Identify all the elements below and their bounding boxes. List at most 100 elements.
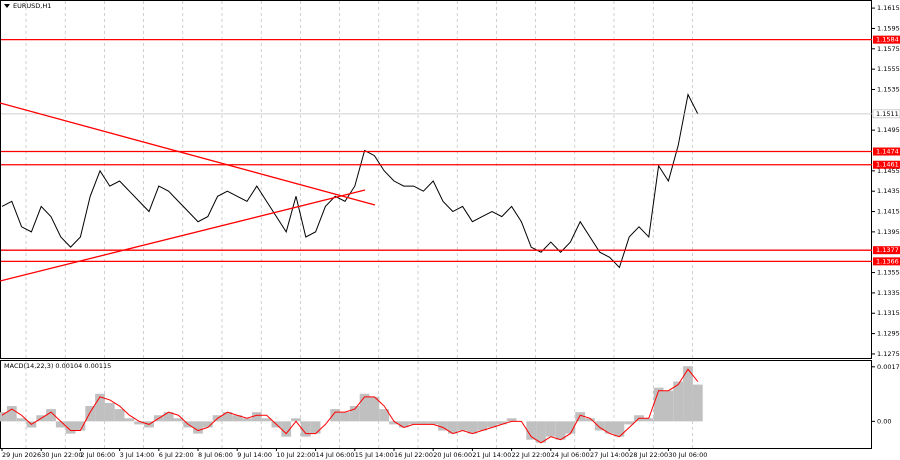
chart-title: EURUSD,H1 xyxy=(13,2,51,10)
macd-bar xyxy=(85,406,96,422)
level-label-bg xyxy=(873,35,900,44)
macd-bar xyxy=(300,421,311,437)
macd-bar xyxy=(477,421,488,431)
y-tick-label: 1.1275 xyxy=(877,350,900,358)
level-label-bg xyxy=(873,147,900,156)
macd-bar xyxy=(163,412,174,422)
y-tick-label: 1.1435 xyxy=(877,187,900,195)
macd-bar xyxy=(232,415,243,422)
macd-bar xyxy=(624,421,635,425)
level-label: 1.1366 xyxy=(876,257,899,265)
macd-bar xyxy=(281,421,292,437)
y-tick-label: 1.1615 xyxy=(877,4,900,12)
y-tick-label: 1.1295 xyxy=(877,330,900,338)
macd-bar xyxy=(398,421,409,428)
macd-bar xyxy=(673,381,684,422)
macd-bar xyxy=(604,421,615,434)
y-tick-label: 1.1575 xyxy=(877,45,900,53)
macd-bar xyxy=(379,409,390,422)
x-tick-label: 30 Jul 06:00 xyxy=(668,451,707,459)
macd-bar xyxy=(408,421,419,425)
macd-bar xyxy=(594,421,605,431)
macd-bar xyxy=(692,384,703,422)
y-tick-label: 1.1555 xyxy=(877,65,900,73)
y-tick-label: 1.1495 xyxy=(877,126,900,134)
macd-bar xyxy=(575,412,586,422)
macd-bar xyxy=(418,421,429,425)
level-label: 1.1584 xyxy=(876,36,899,44)
macd-bar xyxy=(438,421,448,431)
level-label-bg xyxy=(873,246,900,255)
x-tick-label: 16 Jul 22:00 xyxy=(394,451,433,459)
macd-bar xyxy=(457,421,468,431)
macd-bar xyxy=(389,421,399,425)
macd-bar xyxy=(496,421,507,425)
y-tick-label: 1.1315 xyxy=(877,309,900,317)
x-tick-label: 15 Jul 14:00 xyxy=(355,451,394,459)
level-label: 1.1377 xyxy=(876,246,899,254)
current-price-bg xyxy=(872,109,900,119)
x-tick-label: 27 Jul 14:00 xyxy=(590,451,629,459)
macd-bar xyxy=(653,387,664,422)
macd-bar xyxy=(683,366,693,422)
macd-title: MACD(14,22,3) 0.00104 0.00115 xyxy=(4,362,111,370)
y-tick-label: 1.1395 xyxy=(877,228,900,236)
macd-bar xyxy=(526,421,537,440)
macd-bar xyxy=(369,396,380,422)
macd-bar xyxy=(104,402,115,422)
macd-bar xyxy=(330,409,341,422)
level-label-bg xyxy=(873,257,900,266)
macd-bar xyxy=(55,421,66,428)
x-tick-label: 6 Jul 22:00 xyxy=(159,451,194,459)
level-label-bg xyxy=(873,160,900,169)
labels: 1.1275 1.1295 1.1315 1.1335 1.1355 1.1395 1.14… xyxy=(1,4,900,459)
x-tick-label: 22 Jul 22:00 xyxy=(512,451,551,459)
menu-arrow xyxy=(4,4,10,8)
x-tick-label: 21 Jul 14:00 xyxy=(472,451,511,459)
macd-bar xyxy=(251,412,262,422)
macd-bar xyxy=(124,418,135,422)
x-tick-label: 28 Jul 22:00 xyxy=(629,451,668,459)
price-panel xyxy=(0,0,872,359)
macd-bar xyxy=(95,393,105,422)
x-tick-label: 10 Jul 22:00 xyxy=(276,451,315,459)
macd-bar xyxy=(0,412,7,422)
macd-bar xyxy=(643,418,654,422)
y-tick-label: 1.1595 xyxy=(877,24,900,32)
trend-line xyxy=(0,102,376,206)
macd-bar xyxy=(222,412,233,422)
macd-bar xyxy=(46,409,56,422)
macd-bar xyxy=(65,421,76,434)
y-tick-label: 1.1535 xyxy=(877,85,900,93)
macd-bar xyxy=(487,421,497,428)
macd-bar xyxy=(173,418,184,422)
x-tick-label: 30 Jun 22:00 xyxy=(41,451,82,459)
x-tick-label: 9 Jul 14:00 xyxy=(237,451,272,459)
y-tick-label: 1.1455 xyxy=(877,167,900,175)
macd-bar xyxy=(261,418,272,422)
macd-bar xyxy=(291,418,301,422)
macd-bar xyxy=(16,418,27,422)
macd-bar xyxy=(75,421,86,431)
macd-bar xyxy=(359,393,370,422)
macd-bar xyxy=(565,421,576,434)
y-tick-label: 0.00 xyxy=(877,417,891,425)
macd-bar xyxy=(428,421,439,425)
signal-line xyxy=(1,368,699,444)
macd-bar xyxy=(193,421,203,434)
level-label: 1.1474 xyxy=(876,148,899,156)
macd-bar xyxy=(506,418,517,422)
macd-bar xyxy=(555,421,566,440)
x-tick-label: 24 Jul 06:00 xyxy=(551,451,590,459)
current-price-label: 1.1511 xyxy=(876,110,899,118)
macd-bar xyxy=(202,421,213,428)
macd-bar xyxy=(6,406,17,422)
macd-bar xyxy=(663,390,674,422)
trend-line xyxy=(0,189,366,282)
macd-bar xyxy=(310,421,321,434)
y-tick-label: 0.00178 xyxy=(877,363,900,371)
macd-bar xyxy=(134,421,145,425)
x-tick-label: 3 Jul 14:00 xyxy=(120,451,155,459)
level-label: 1.1461 xyxy=(876,161,899,169)
